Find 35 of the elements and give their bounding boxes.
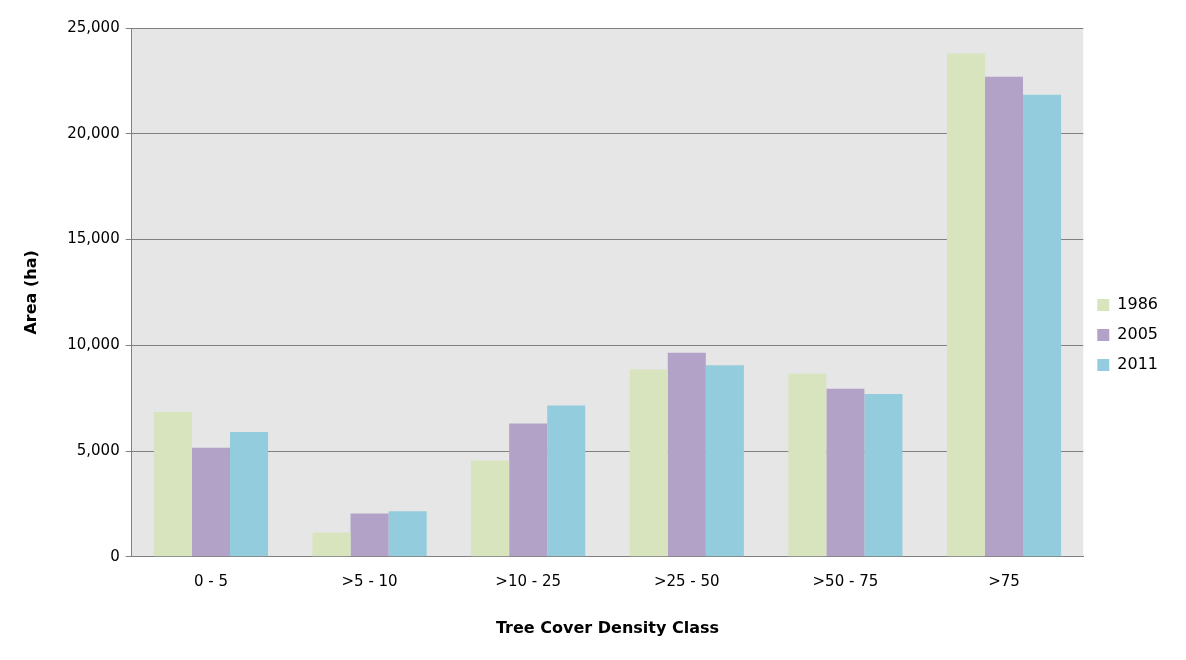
bar [230,432,269,557]
y-tick-label: 5,000 [76,440,120,459]
bar [946,53,985,557]
bar [629,369,668,557]
bar [312,532,351,557]
y-axis-title: Area (ha) [20,250,40,335]
bar [191,447,231,557]
bar [509,423,548,557]
x-tick-label: 0 - 5 [193,571,229,590]
x-tick-label: >10 - 25 [495,571,562,590]
x-tick-label: >5 - 10 [341,571,398,590]
bar [153,411,192,557]
y-tick-label: 15,000 [67,229,120,248]
x-tick-label: >75 [988,571,1020,590]
bar [1023,94,1062,557]
bar [826,388,865,557]
bar [388,511,427,557]
bar [705,365,744,557]
bar [471,460,510,557]
legend-label: 1986 [1117,294,1158,314]
x-axis-title: Tree Cover Density Class [495,617,720,637]
y-tick-label: 0 [110,546,120,565]
x-tick-label: >50 - 75 [812,571,879,590]
y-tick-label: 20,000 [67,123,120,142]
bar [864,393,903,557]
y-tick-label: 25,000 [67,17,120,36]
bar [984,76,1024,557]
bar [788,373,827,557]
legend-label: 2005 [1117,324,1158,344]
y-tick-label: 10,000 [67,335,120,354]
legend-label: 2011 [1117,354,1158,374]
bar [547,405,586,557]
bar [350,513,389,557]
x-tick-label: >25 - 50 [653,571,720,590]
bar [667,352,706,557]
